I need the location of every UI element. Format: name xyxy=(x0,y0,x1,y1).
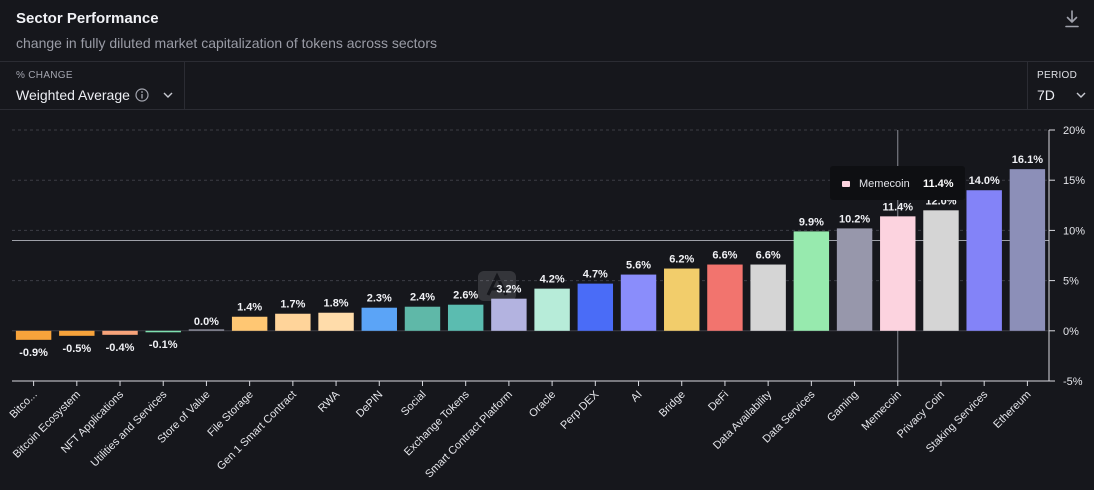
tooltip-series: Memecoin xyxy=(859,178,910,190)
bar-nft-applications[interactable] xyxy=(102,330,138,335)
y-tick-label: 5% xyxy=(1063,276,1079,288)
bar-defi[interactable] xyxy=(707,264,743,331)
x-tick-label: AI xyxy=(629,389,645,405)
data-label: -0.9% xyxy=(19,347,48,359)
bar-smart-contract-platform[interactable] xyxy=(491,298,527,331)
download-icon[interactable] xyxy=(1064,10,1080,28)
bar-oracle[interactable] xyxy=(534,288,570,331)
metric-dropdown[interactable]: % CHANGE Weighted Average xyxy=(0,62,185,109)
bar-gaming[interactable] xyxy=(836,228,873,331)
data-label: 2.3% xyxy=(367,293,392,305)
bar-depin[interactable] xyxy=(361,307,397,331)
x-tick-label: DePIN xyxy=(354,389,385,420)
x-tick-label: Bitco... xyxy=(7,389,39,421)
data-label: -0.5% xyxy=(62,343,91,355)
bar-store-of-value[interactable] xyxy=(188,329,225,331)
x-tick-label: Utilities and Services xyxy=(89,388,170,469)
data-label: 10.2% xyxy=(839,213,870,225)
x-tick-label: Gaming xyxy=(825,389,861,425)
bar-gen-1-smart-contract[interactable] xyxy=(275,313,311,331)
data-label: 1.4% xyxy=(237,302,262,314)
x-tick-label: Oracle xyxy=(527,389,558,420)
value-labels: -0.9% -0.5% -0.4% -0.1% 0.0% 1.4% 1.7% 1.8% 2.3%… xyxy=(19,154,1043,359)
bar-bridge[interactable] xyxy=(664,268,700,331)
data-label: 6.6% xyxy=(756,250,781,262)
chart-title: Sector Performance xyxy=(16,10,159,27)
bars xyxy=(15,169,1046,340)
bar-bitco-[interactable] xyxy=(15,330,52,340)
data-label: 6.2% xyxy=(669,254,694,266)
metric-value: Weighted Average xyxy=(16,87,130,103)
x-tick-label: Memecoin xyxy=(860,389,904,433)
data-label: 11.4% xyxy=(882,201,913,213)
bar-privacy-coin[interactable] xyxy=(923,210,959,331)
data-label: 14.0% xyxy=(969,175,1000,187)
info-icon[interactable] xyxy=(135,88,149,102)
chart-header: Sector Performance change in fully dilut… xyxy=(0,0,1094,62)
bar-data-availability[interactable] xyxy=(750,264,786,331)
bar-ai[interactable] xyxy=(620,274,657,331)
bar-bitcoin-ecosystem[interactable] xyxy=(59,330,95,336)
data-label: 9.9% xyxy=(799,216,824,228)
data-label: 0.0% xyxy=(194,316,219,328)
data-label: 1.8% xyxy=(324,298,349,310)
chart-subtitle: change in fully diluted market capitaliz… xyxy=(16,35,437,51)
data-label: -0.1% xyxy=(149,339,178,351)
x-tick-label: RWA xyxy=(316,388,343,415)
metric-label: % CHANGE xyxy=(16,70,73,81)
chevron-down-icon xyxy=(1076,92,1086,98)
data-label: 16.1% xyxy=(1012,154,1043,166)
x-tick-label: Ethereum xyxy=(991,389,1033,431)
period-label: PERIOD xyxy=(1037,70,1078,81)
x-tick-label: Smart Contract Platform xyxy=(423,389,515,481)
data-label: 4.2% xyxy=(540,274,565,286)
y-tick-label: 20% xyxy=(1063,125,1085,137)
data-label: 2.4% xyxy=(410,292,435,304)
period-dropdown[interactable]: PERIOD 7D xyxy=(1027,62,1094,109)
data-label: 2.6% xyxy=(453,290,478,302)
tooltip-value: 11.4% xyxy=(923,178,954,190)
chart-controls: % CHANGE Weighted Average PERIOD 7D xyxy=(0,62,1094,110)
bar-data-services[interactable] xyxy=(793,231,830,331)
data-label: 6.6% xyxy=(712,250,737,262)
chart-tooltip: Memecoin 11.4% xyxy=(830,166,965,200)
data-label: -0.4% xyxy=(106,342,135,354)
x-tick-label: DeFi xyxy=(706,389,731,414)
watermark-logo xyxy=(478,271,516,301)
bar-file-storage[interactable] xyxy=(231,316,268,331)
period-value: 7D xyxy=(1037,87,1055,103)
bar-rwa[interactable] xyxy=(318,312,354,331)
bar-exchange-tokens[interactable] xyxy=(447,304,484,331)
tooltip-swatch xyxy=(842,181,850,187)
y-tick-label: 15% xyxy=(1063,175,1085,187)
bar-utilities-and-services[interactable] xyxy=(145,330,181,333)
bar-staking-services[interactable] xyxy=(966,190,1002,331)
data-label: 5.6% xyxy=(626,260,651,272)
y-tick-label: 10% xyxy=(1063,225,1085,237)
bar-social[interactable] xyxy=(404,306,441,331)
x-tick-label: Gen 1 Smart Contract xyxy=(215,389,299,473)
y-tick-label: -5% xyxy=(1063,376,1083,388)
chevron-down-icon xyxy=(163,92,173,98)
x-tick-label: Perp DEX xyxy=(558,388,602,432)
bar-chart: -0.9% -0.5% -0.4% -0.1% 0.0% 1.4% 1.7% 1.8% 2.3%… xyxy=(7,125,1085,481)
x-tick-label: Social xyxy=(399,389,429,419)
bar-ethereum[interactable] xyxy=(1009,169,1046,331)
bar-memecoin[interactable] xyxy=(880,216,916,331)
bar-perp-dex[interactable] xyxy=(577,283,614,331)
data-label: 3.2% xyxy=(496,284,521,296)
data-label: 4.7% xyxy=(583,269,608,281)
y-tick-label: 0% xyxy=(1063,326,1079,338)
data-label: 1.7% xyxy=(280,299,305,311)
x-tick-label: Bridge xyxy=(657,389,688,420)
